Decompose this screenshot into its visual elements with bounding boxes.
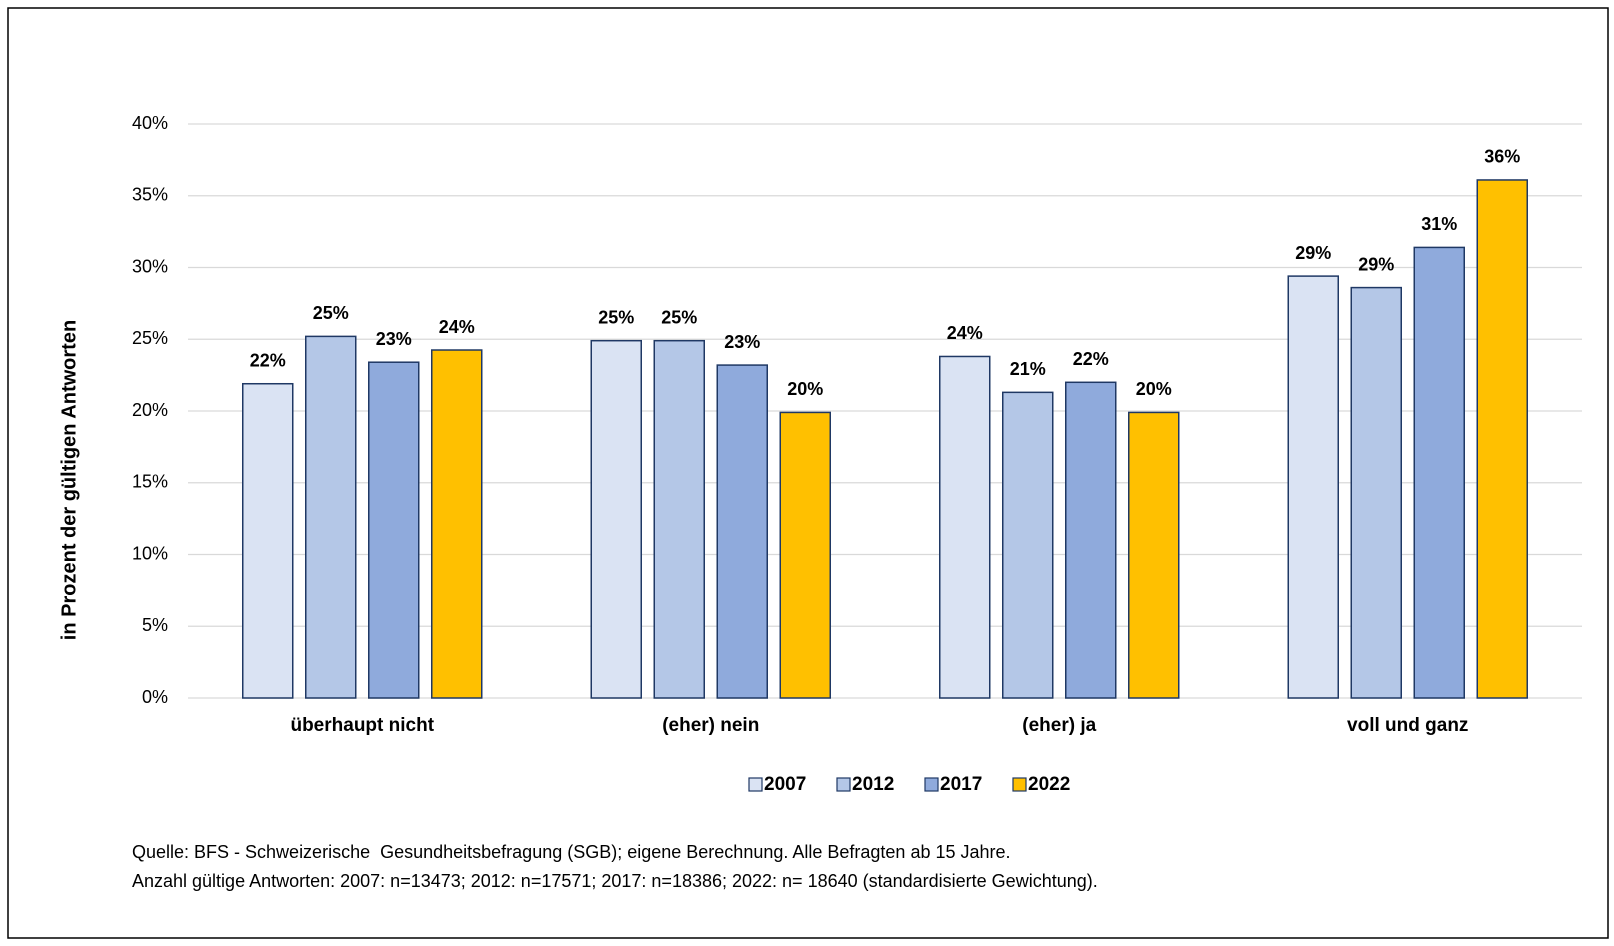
y-tick-label: 25%: [132, 328, 168, 348]
data-label: 22%: [1073, 349, 1109, 369]
y-tick-label: 20%: [132, 400, 168, 420]
y-tick-label: 10%: [132, 543, 168, 563]
y-tick-label: 35%: [132, 185, 168, 205]
data-label: 20%: [787, 379, 823, 399]
legend-label: 2007: [764, 774, 806, 795]
x-tick-label: (eher) nein: [662, 715, 759, 736]
bar: [1128, 411, 1180, 699]
legend-swatch: [924, 777, 939, 792]
bar: [779, 411, 831, 699]
data-label: 21%: [1010, 359, 1046, 379]
note: Anzahl gültige Antworten: 2007: n=13473;…: [132, 871, 1098, 891]
y-tick-label: 0%: [142, 687, 168, 707]
data-label: 25%: [661, 307, 697, 327]
bar: [368, 361, 420, 699]
y-tick-label: 40%: [132, 113, 168, 133]
data-label: 29%: [1295, 243, 1331, 263]
data-label: 23%: [724, 332, 760, 352]
bar: [1476, 179, 1528, 699]
data-label: 20%: [1136, 379, 1172, 399]
data-label: 29%: [1358, 254, 1394, 274]
data-label: 36%: [1484, 147, 1520, 167]
bar: [653, 339, 705, 699]
data-label: 24%: [947, 323, 983, 343]
legend-swatch: [1012, 777, 1027, 792]
bar: [1002, 391, 1054, 699]
note: Quelle: BFS - Schweizerische Gesundheits…: [132, 842, 1011, 862]
bar: [1350, 286, 1402, 699]
x-tick-label: voll und ganz: [1347, 715, 1468, 736]
data-label: 25%: [598, 307, 634, 327]
bar: [431, 349, 483, 699]
data-label: 25%: [313, 303, 349, 323]
legend-label: 2012: [852, 774, 894, 795]
legend-swatch: [748, 777, 763, 792]
bar: [716, 364, 768, 699]
bar: [305, 335, 357, 699]
legend-label: 2017: [940, 774, 982, 795]
bar: [590, 339, 642, 699]
data-label: 23%: [376, 329, 412, 349]
legend-label: 2022: [1028, 774, 1070, 795]
data-label: 31%: [1421, 214, 1457, 234]
bar: [1287, 275, 1339, 699]
bar: [242, 382, 294, 699]
y-tick-label: 30%: [132, 256, 168, 276]
y-tick-label: 5%: [142, 615, 168, 635]
x-tick-label: überhaupt nicht: [290, 715, 434, 736]
x-tick-label: (eher) ja: [1022, 715, 1096, 736]
bar: [1065, 381, 1117, 699]
bar: [1413, 246, 1465, 699]
bar: [939, 355, 991, 699]
data-label: 22%: [250, 350, 286, 370]
y-tick-label: 15%: [132, 472, 168, 492]
data-label: 24%: [439, 317, 475, 337]
legend-swatch: [836, 777, 851, 792]
y-axis-label: in Prozent der gültigen Antworten: [58, 320, 80, 640]
